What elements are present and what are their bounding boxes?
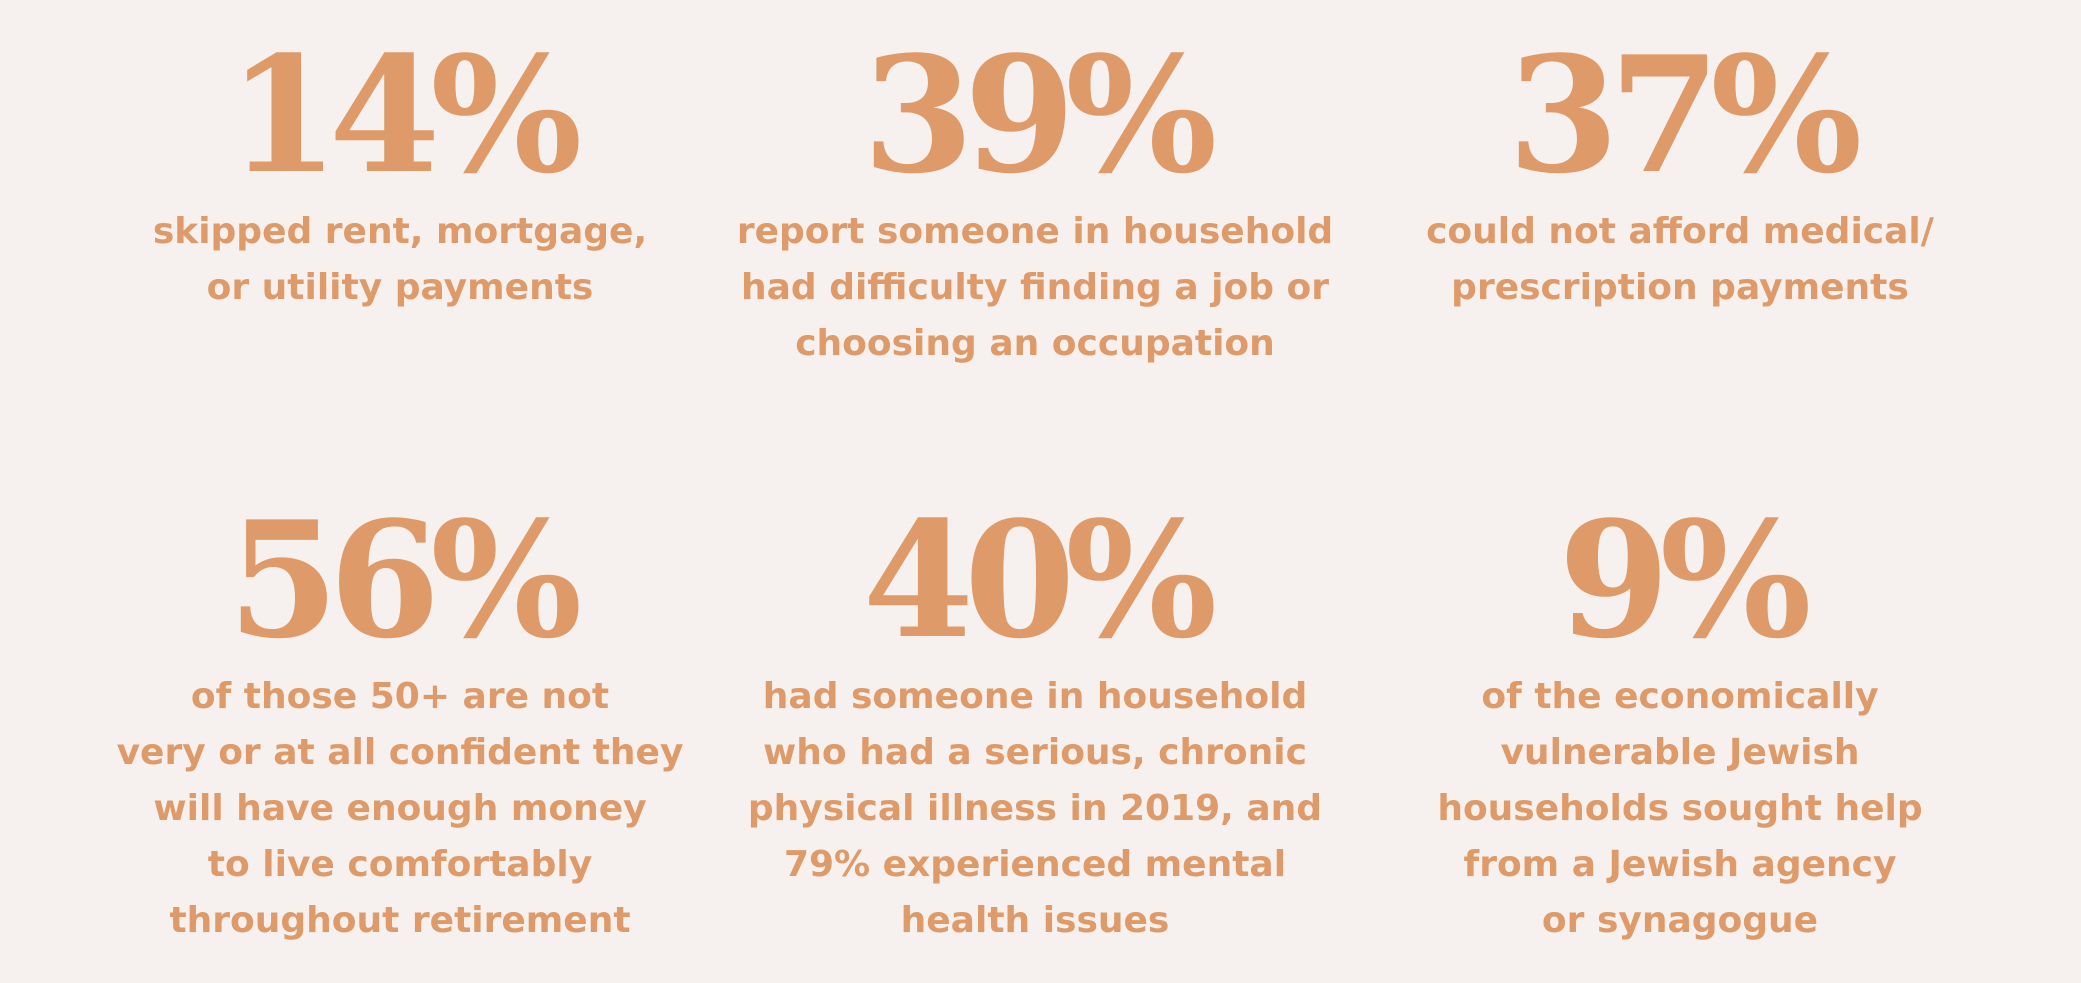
stat-description-line: of those 50+ are not <box>190 676 610 717</box>
stat-description: of the economically vulnerable Jewish ho… <box>1360 669 2000 949</box>
stat-description-line: skipped rent, mortgage, <box>152 211 648 252</box>
stat-description-line: throughout retirement <box>169 900 631 941</box>
stat-description-line: vulnerable Jewish <box>1500 732 1860 773</box>
stat-description-line: or synagogue <box>1541 900 1819 941</box>
stat-description-line: health issues <box>900 900 1170 941</box>
stat-description-line: had someone in household <box>762 676 1308 717</box>
stat-number: 37% <box>1507 21 1863 209</box>
stat-highlight-value: 79% <box>783 844 871 885</box>
stat-description: could not afford medical/ prescription p… <box>1360 204 2000 316</box>
stat-description: of those 50+ are not very or at all conf… <box>80 669 720 949</box>
stat-description-line: could not afford medical/ <box>1426 211 1934 252</box>
stat-description: report someone in household had difficul… <box>715 204 1355 372</box>
stat-medical-payments: 37% could not afford medical/ prescripti… <box>1360 21 2000 316</box>
stat-skipped-payments: 14% skipped rent, mortgage, or utility p… <box>80 21 720 316</box>
stat-description-line: or utility payments <box>206 267 594 308</box>
stat-retirement-confidence: 56% of those 50+ are not very or at all … <box>80 486 720 949</box>
stat-description-line: physical illness in 2019, and <box>747 788 1323 829</box>
stat-number: 14% <box>227 21 583 209</box>
stat-description-line: very or at all confident they <box>116 732 684 773</box>
stat-description-line: 79% experienced mental <box>715 837 1355 893</box>
stat-description-line: will have enough money <box>153 788 647 829</box>
stat-description-line: had difficulty finding a job or <box>740 267 1330 308</box>
stat-description-text: experienced mental <box>870 844 1287 885</box>
stat-number: 9% <box>1558 486 1811 674</box>
stat-description-line: report someone in household <box>736 211 1334 252</box>
stat-job-difficulty: 39% report someone in household had diff… <box>715 21 1355 372</box>
stat-description-line: prescription payments <box>1451 267 1909 308</box>
stat-sought-help: 9% of the economically vulnerable Jewish… <box>1360 486 2000 949</box>
stat-description-line: to live comfortably <box>207 844 593 885</box>
stat-description-line: of the economically <box>1481 676 1879 717</box>
stat-description-line: choosing an occupation <box>795 323 1275 364</box>
stat-description-line: households sought help <box>1437 788 1923 829</box>
stat-description-line: from a Jewish agency <box>1463 844 1897 885</box>
stat-description: skipped rent, mortgage, or utility payme… <box>80 204 720 316</box>
stat-description-line: who had a serious, chronic <box>763 732 1307 773</box>
stat-number: 40% <box>862 486 1218 674</box>
stat-chronic-illness: 40% had someone in household who had a s… <box>715 486 1355 949</box>
stat-number: 39% <box>862 21 1218 209</box>
stat-number: 56% <box>227 486 583 674</box>
stat-description: had someone in household who had a serio… <box>715 669 1355 949</box>
